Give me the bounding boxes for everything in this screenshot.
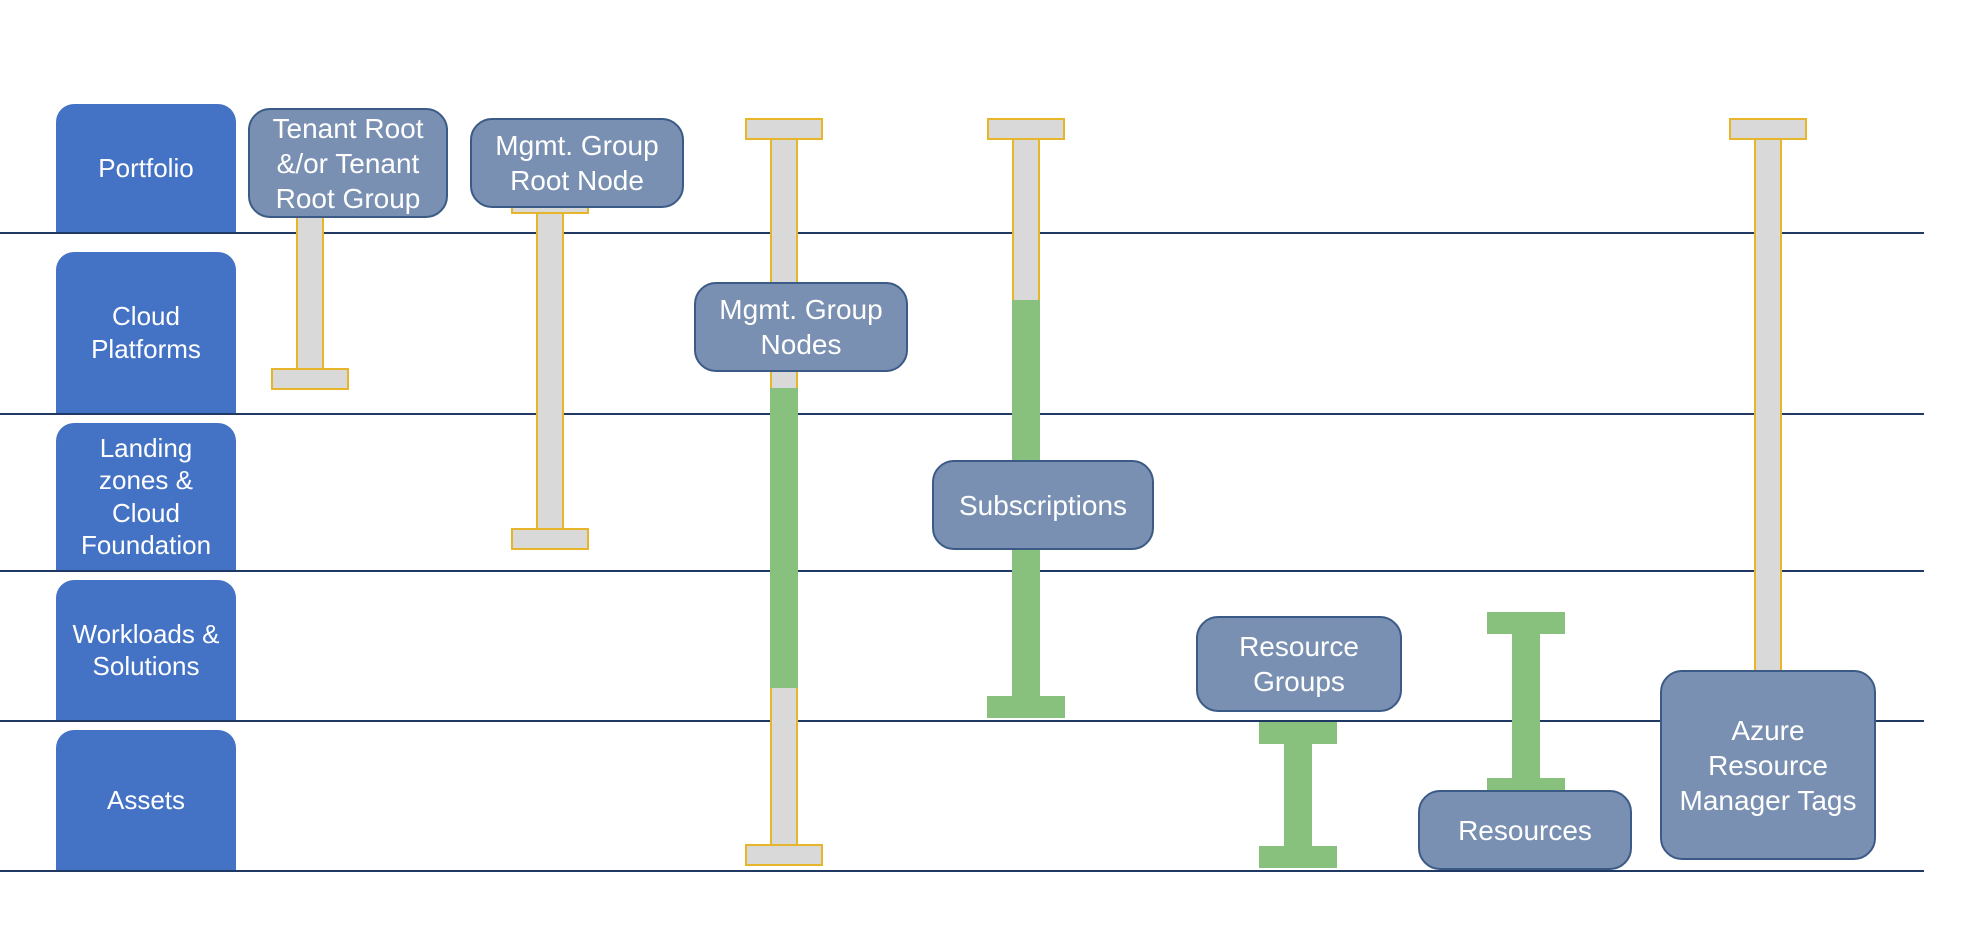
beam-resources-cap-top: [1487, 612, 1565, 634]
beam-subscriptions-cap-bottom: [987, 696, 1065, 718]
row-label-cloud-platforms: Cloud Platforms: [56, 252, 236, 413]
beam-subscriptions-segment-0: [1012, 118, 1040, 300]
beam-mgmt-nodes-segment-1: [770, 388, 798, 688]
beam-mgmt-nodes: [745, 118, 823, 866]
row-divider-cloud-platforms: [0, 413, 1924, 415]
row-label-portfolio: Portfolio: [56, 104, 236, 232]
beam-tenant-root: [271, 192, 349, 390]
row-divider-assets: [0, 870, 1924, 872]
beam-tenant-root-cap-bottom: [271, 368, 349, 390]
hierarchy-diagram: Portfolio Cloud PlatformsLanding zones & …: [0, 0, 1976, 928]
beam-mgmt-nodes-cap-top: [745, 118, 823, 140]
node-arm-tags: Azure Resource Manager Tags: [1660, 670, 1876, 860]
beam-mgmt-root-segment-0: [536, 192, 564, 550]
beam-subscriptions: [987, 118, 1065, 718]
beam-resources-segment-0: [1512, 612, 1540, 800]
row-label-assets: Assets: [56, 730, 236, 870]
beam-mgmt-root-cap-bottom: [511, 528, 589, 550]
beam-resources: [1487, 612, 1565, 800]
beam-mgmt-nodes-cap-bottom: [745, 844, 823, 866]
node-tenant-root: Tenant Root &/or Tenant Root Group: [248, 108, 448, 218]
beam-arm-tags: [1729, 118, 1807, 690]
beam-tenant-root-segment-0: [296, 192, 324, 390]
beam-mgmt-nodes-segment-2: [770, 688, 798, 866]
node-mgmt-root: Mgmt. Group Root Node: [470, 118, 684, 208]
beam-arm-tags-segment-0: [1754, 118, 1782, 690]
beam-resource-groups-cap-top: [1259, 722, 1337, 744]
beam-resource-groups-cap-bottom: [1259, 846, 1337, 868]
node-subscriptions: Subscriptions: [932, 460, 1154, 550]
row-divider-workloads: [0, 720, 1924, 722]
row-label-landing-zones: Landing zones & Cloud Foundation: [56, 423, 236, 570]
beam-arm-tags-cap-top: [1729, 118, 1807, 140]
node-mgmt-nodes: Mgmt. Group Nodes: [694, 282, 908, 372]
node-resource-groups: Resource Groups: [1196, 616, 1402, 712]
row-label-workloads: Workloads & Solutions: [56, 580, 236, 720]
node-resources: Resources: [1418, 790, 1632, 870]
beam-subscriptions-cap-top: [987, 118, 1065, 140]
beam-resource-groups: [1259, 722, 1337, 868]
row-divider-landing-zones: [0, 570, 1924, 572]
beam-mgmt-root: [511, 192, 589, 550]
